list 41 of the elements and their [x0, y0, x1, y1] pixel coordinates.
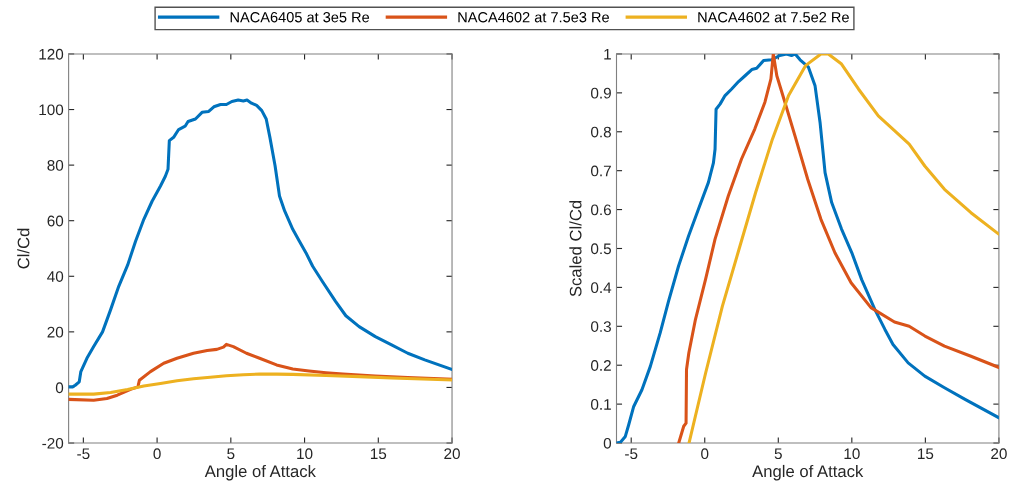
- y-tick-label: 0.7: [591, 165, 611, 177]
- y-tick-label: -20: [42, 437, 64, 449]
- line-series: [616, 53, 999, 444]
- y-tick-label: 80: [47, 159, 64, 171]
- y-tick-label: 0.8: [591, 126, 611, 138]
- line-series: [68, 98, 453, 389]
- line-series: [68, 372, 453, 396]
- y-tick-label: 0.6: [591, 204, 611, 216]
- x-tick-label: 0: [153, 448, 161, 460]
- y-tick-label: 40: [47, 271, 64, 282]
- y-tick-label: 1: [604, 48, 611, 60]
- y-tick-label: 0.3: [591, 321, 611, 332]
- y-tick-label: 60: [47, 215, 64, 227]
- y-tick-label: 0: [55, 382, 64, 394]
- y-tick-label: 0.1: [591, 398, 611, 410]
- x-tick-label: 10: [297, 448, 313, 460]
- x-tick-label: 5: [227, 448, 235, 460]
- y-tick-label: 0.4: [591, 282, 612, 294]
- y-tick-label: 0.2: [591, 360, 611, 371]
- x-tick-label: -5: [77, 448, 90, 460]
- x-axis-title: Angle of Attack: [752, 464, 864, 481]
- y-tick-label: 0: [603, 437, 612, 449]
- y-tick-label: 0.9: [591, 87, 611, 99]
- x-tick-label: 20: [444, 448, 460, 460]
- y-axis-title: Scaled Cl/Cd: [569, 200, 582, 297]
- x-tick-label: 0: [701, 448, 709, 460]
- x-tick-label: 15: [370, 448, 387, 460]
- x-tick-label: 10: [844, 448, 860, 460]
- y-tick-label: 20: [47, 326, 64, 338]
- y-tick-label: 120: [39, 48, 64, 60]
- x-tick-label: -5: [625, 448, 638, 460]
- x-tick-label: 5: [774, 448, 782, 460]
- legend-label: NACA4602 at 7.5e2 Re: [698, 12, 849, 23]
- x-tick-label: 15: [918, 448, 934, 460]
- y-tick-label: 100: [39, 104, 64, 116]
- x-tick-label: 20: [991, 448, 1007, 460]
- x-axis-title: Angle of Attack: [204, 464, 316, 481]
- legend-label: NACA6405 at 3e5 Re: [230, 12, 370, 23]
- y-axis-title: Cl/Cd: [17, 228, 30, 269]
- legend-label: NACA4602 at 7.5e3 Re: [458, 12, 609, 23]
- y-tick-label: 0.5: [591, 243, 611, 255]
